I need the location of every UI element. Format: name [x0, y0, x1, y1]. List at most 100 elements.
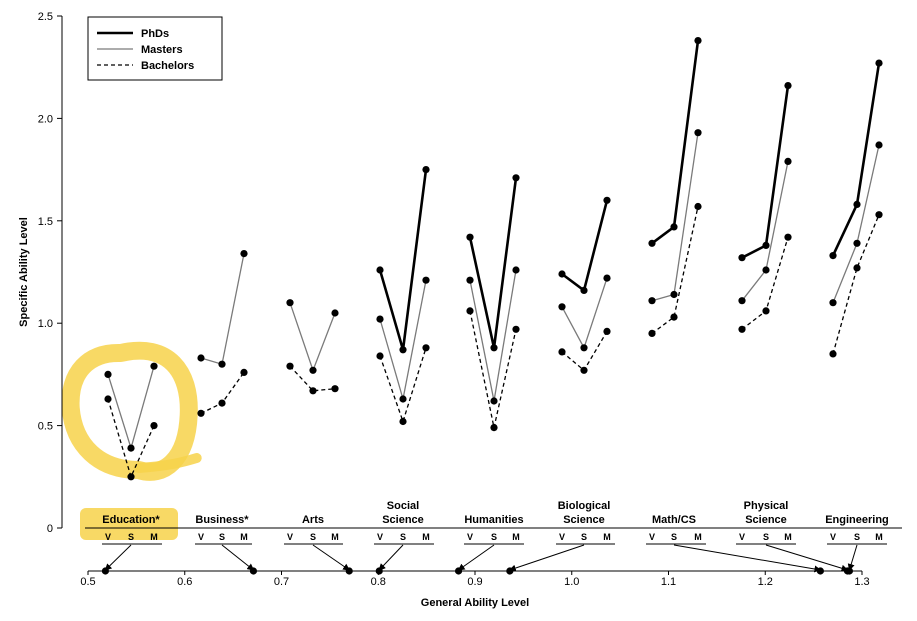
- general-arrow: [847, 544, 858, 571]
- series-line-bachelors: [200, 372, 245, 414]
- field-group: [466, 174, 520, 432]
- data-point: [309, 387, 317, 395]
- data-point: [580, 366, 588, 374]
- sub-label: V: [377, 532, 383, 542]
- y-tick-label: 1.0: [38, 318, 53, 330]
- field-group: [376, 166, 430, 426]
- data-point: [829, 252, 837, 260]
- general-arrow: [312, 544, 351, 571]
- data-point: [197, 354, 205, 362]
- sub-label: S: [219, 532, 225, 542]
- general-arrow: [457, 544, 495, 571]
- field-label: Engineering: [825, 514, 889, 526]
- data-point: [286, 299, 294, 307]
- sub-label: M: [784, 532, 792, 542]
- field-label: Math/CS: [652, 514, 696, 526]
- x-axis-title: General Ability Level: [421, 597, 529, 609]
- data-point: [490, 397, 498, 405]
- data-point: [466, 233, 474, 241]
- sub-label: M: [694, 532, 702, 542]
- field-label: Science: [745, 514, 787, 526]
- data-point: [399, 395, 407, 403]
- data-point: [127, 444, 135, 452]
- sub-label: S: [854, 532, 860, 542]
- sub-label: S: [763, 532, 769, 542]
- highlight-tail: [133, 453, 202, 473]
- data-point: [738, 325, 746, 333]
- data-point: [762, 241, 770, 249]
- data-point: [240, 368, 248, 376]
- field-label: Social: [387, 500, 419, 512]
- sub-label: V: [467, 532, 473, 542]
- series-line-phds: [741, 85, 790, 259]
- data-point: [694, 202, 702, 211]
- x-tick-label: 0.6: [177, 576, 192, 588]
- data-point: [558, 303, 566, 311]
- field-group: [648, 37, 702, 337]
- sub-label: S: [310, 532, 316, 542]
- data-point: [240, 250, 248, 258]
- sub-label: S: [491, 532, 497, 542]
- field-label: Science: [563, 514, 605, 526]
- series-line-masters: [741, 161, 789, 302]
- field-label: Business*: [195, 514, 249, 526]
- data-point: [875, 211, 883, 219]
- series-line-bachelors: [651, 206, 699, 334]
- data-point: [490, 424, 498, 432]
- data-point: [853, 200, 861, 208]
- data-point: [331, 385, 339, 393]
- general-arrow: [765, 544, 849, 572]
- data-point: [829, 299, 837, 307]
- series-line-masters: [469, 269, 517, 402]
- sub-label: S: [400, 532, 406, 542]
- data-point: [512, 266, 520, 274]
- data-point: [512, 325, 520, 333]
- data-point: [580, 344, 588, 352]
- data-point: [218, 399, 226, 407]
- sub-label: M: [150, 532, 158, 542]
- legend-label: Masters: [141, 44, 183, 56]
- x-tick-label: 1.3: [854, 576, 869, 588]
- field-label: Biological: [558, 500, 611, 512]
- field-group: [738, 82, 792, 333]
- data-point: [104, 395, 112, 403]
- sub-label: V: [649, 532, 655, 542]
- general-ability-point: [454, 567, 463, 575]
- data-point: [466, 307, 474, 315]
- series-line-phds: [468, 177, 518, 349]
- data-point: [197, 409, 205, 417]
- field-group: [286, 299, 339, 395]
- field-group: [104, 362, 158, 481]
- data-point: [376, 315, 384, 323]
- general-ability-point: [506, 567, 514, 575]
- data-point: [603, 196, 611, 204]
- data-point: [875, 141, 883, 149]
- legend-label: Bachelors: [141, 60, 194, 72]
- series-line-masters: [289, 302, 336, 373]
- x-tick-label: 0.8: [371, 576, 386, 588]
- series-line-phds: [561, 199, 609, 293]
- legend: PhDs Masters Bachelors: [87, 16, 223, 81]
- general-arrow: [508, 544, 585, 572]
- sub-label: S: [671, 532, 677, 542]
- data-point: [490, 344, 498, 352]
- data-point: [670, 223, 678, 231]
- general-arrow: [673, 544, 822, 573]
- sub-label: V: [287, 532, 293, 542]
- x-tick-label: 1.1: [661, 576, 676, 588]
- series-line-bachelors: [379, 347, 427, 424]
- data-point: [829, 350, 837, 358]
- series-layer: [104, 37, 883, 481]
- sub-label: M: [512, 532, 520, 542]
- x-tick-label: 0.7: [274, 576, 289, 588]
- sub-label: M: [603, 532, 611, 542]
- data-point: [738, 297, 746, 305]
- data-point: [694, 37, 702, 45]
- data-point: [762, 307, 770, 315]
- y-tick-label: 2.0: [38, 113, 53, 125]
- y-tick-label: 0.5: [38, 421, 53, 433]
- data-point: [558, 348, 566, 356]
- data-point: [784, 157, 792, 165]
- data-point: [648, 297, 656, 305]
- data-point: [875, 59, 883, 67]
